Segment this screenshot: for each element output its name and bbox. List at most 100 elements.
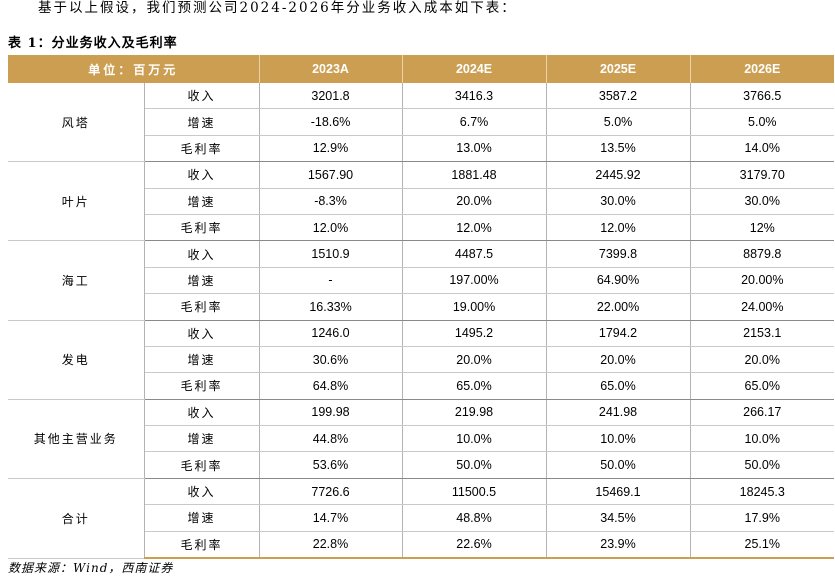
data-source-note: 数据来源：Wind，西南证券 (8, 561, 174, 575)
value-cell: 13.5% (546, 135, 691, 163)
value-cell: 16.33% (259, 293, 403, 321)
metric-label: 毛利率 (144, 531, 260, 560)
table-row: 增速 -197.00% 64.90% 20.00% (8, 267, 835, 295)
table-row: 毛利率 12.9% 13.0% 13.5% 14.0% (8, 135, 835, 163)
metric-label: 增速 (144, 346, 260, 374)
value-cell: 20.0% (402, 346, 547, 374)
value-cell: 10.0% (546, 425, 691, 453)
year-header: 2023A (259, 55, 403, 83)
value-cell: 64.8% (259, 372, 403, 400)
table-row: 合计 收入 7726.6 11500.5 15469.1 18245.3 (8, 478, 835, 559)
value-cell: 12.0% (402, 214, 547, 242)
metric-label: 毛利率 (144, 451, 260, 479)
value-cell: 44.8% (259, 425, 403, 453)
metric-label: 收入 (144, 240, 260, 268)
table-row: 增速 -18.6% 6.7% 5.0% 5.0% (8, 108, 835, 136)
metric-label: 收入 (144, 399, 260, 427)
value-cell: 18245.3 (690, 478, 835, 506)
segment-name: 叶片 (8, 161, 145, 242)
metric-label: 收入 (144, 320, 260, 347)
metric-label: 毛利率 (144, 293, 260, 321)
table-row: 风塔 收入 3201.8 3416.3 3587.2 3766.5 (8, 83, 835, 163)
metric-label: 收入 (144, 161, 260, 189)
value-cell: 12.0% (546, 214, 691, 242)
value-cell: 2445.92 (546, 161, 691, 189)
value-cell: 65.0% (690, 372, 835, 400)
value-cell: 1246.0 (259, 320, 403, 347)
year-header: 2026E (690, 55, 835, 83)
value-cell: 11500.5 (402, 478, 547, 506)
value-cell: 10.0% (690, 425, 835, 453)
value-cell: 30.6% (259, 346, 403, 374)
table-row: 毛利率 64.8% 65.0% 65.0% 65.0% (8, 372, 835, 400)
value-cell: 6.7% (402, 108, 547, 136)
value-cell: 19.00% (402, 293, 547, 321)
value-cell: 13.0% (402, 135, 547, 163)
metric-label: 增速 (144, 267, 260, 295)
value-cell: 1567.90 (259, 161, 403, 189)
value-cell: 24.00% (690, 293, 835, 321)
value-cell: 48.8% (402, 504, 547, 532)
value-cell: 22.00% (546, 293, 691, 321)
value-cell: 1495.2 (402, 320, 547, 347)
metric-label: 毛利率 (144, 214, 260, 242)
value-cell: 10.0% (402, 425, 547, 453)
value-cell: - (259, 267, 403, 295)
value-cell: 25.1% (690, 531, 835, 560)
metric-label: 增速 (144, 108, 260, 136)
value-cell: 50.0% (690, 451, 835, 479)
segment-name: 发电 (8, 320, 145, 400)
value-cell: 7399.8 (546, 240, 691, 268)
value-cell: 199.98 (259, 399, 403, 427)
unit-header: 单位：百万元 (8, 55, 260, 83)
value-cell: 241.98 (546, 399, 691, 427)
value-cell: 15469.1 (546, 478, 691, 506)
table-row: 毛利率 16.33% 19.00% 22.00% 24.00% (8, 293, 835, 321)
value-cell: 64.90% (546, 267, 691, 295)
value-cell: 50.0% (402, 451, 547, 479)
value-cell: 65.0% (546, 372, 691, 400)
value-cell: 30.0% (690, 188, 835, 215)
value-cell: 14.0% (690, 135, 835, 163)
table-row: 海工 收入 1510.9 4487.5 7399.8 8879.8 (8, 240, 835, 321)
value-cell: 5.0% (690, 108, 835, 136)
value-cell: 20.00% (690, 267, 835, 295)
value-cell: 22.6% (402, 531, 547, 560)
value-cell: 20.0% (402, 188, 547, 215)
value-cell: 219.98 (402, 399, 547, 427)
value-cell: 197.00% (402, 267, 547, 295)
value-cell: 23.9% (546, 531, 691, 560)
table-row: 增速 30.6% 20.0% 20.0% 20.0% (8, 346, 835, 374)
value-cell: 3766.5 (690, 83, 835, 110)
value-cell: 65.0% (402, 372, 547, 400)
value-cell: 30.0% (546, 188, 691, 215)
value-cell: -8.3% (259, 188, 403, 215)
table-row: 叶片 收入 1567.90 1881.48 2445.92 3179.70 (8, 161, 835, 242)
value-cell: 1794.2 (546, 320, 691, 347)
value-cell: 2153.1 (690, 320, 835, 347)
value-cell: 4487.5 (402, 240, 547, 268)
value-cell: 50.0% (546, 451, 691, 479)
table-row: 毛利率 22.8% 22.6% 23.9% 25.1% (8, 531, 835, 560)
intro-paragraph: 基于以上假设，我们预测公司2024-2026年分业务收入成本如下表： (38, 0, 517, 16)
value-cell: 22.8% (259, 531, 403, 560)
value-cell: 34.5% (546, 504, 691, 532)
value-cell: 3179.70 (690, 161, 835, 189)
metric-label: 收入 (144, 83, 260, 110)
value-cell: -18.6% (259, 108, 403, 136)
value-cell: 12.9% (259, 135, 403, 163)
table-row: 其他主营业务 收入 199.98 219.98 241.98 266.17 (8, 399, 835, 479)
value-cell: 1881.48 (402, 161, 547, 189)
value-cell: 8879.8 (690, 240, 835, 268)
table-row: 发电 收入 1246.0 1495.2 1794.2 2153.1 (8, 320, 835, 400)
value-cell: 7726.6 (259, 478, 403, 506)
table-title: 表 1：分业务收入及毛利率 (8, 36, 178, 51)
metric-label: 收入 (144, 478, 260, 506)
table-row: 增速 14.7% 48.8% 34.5% 17.9% (8, 504, 835, 532)
table-header-row: 单位：百万元 2023A 2024E 2025E 2026E (8, 55, 835, 83)
revenue-margin-table: 单位：百万元 2023A 2024E 2025E 2026E 风塔 收入 3201.… (8, 55, 835, 560)
table-row: 毛利率 53.6% 50.0% 50.0% 50.0% (8, 451, 835, 479)
table-row: 毛利率 12.0% 12.0% 12.0% 12% (8, 214, 835, 242)
value-cell: 20.0% (546, 346, 691, 374)
value-cell: 3201.8 (259, 83, 403, 110)
